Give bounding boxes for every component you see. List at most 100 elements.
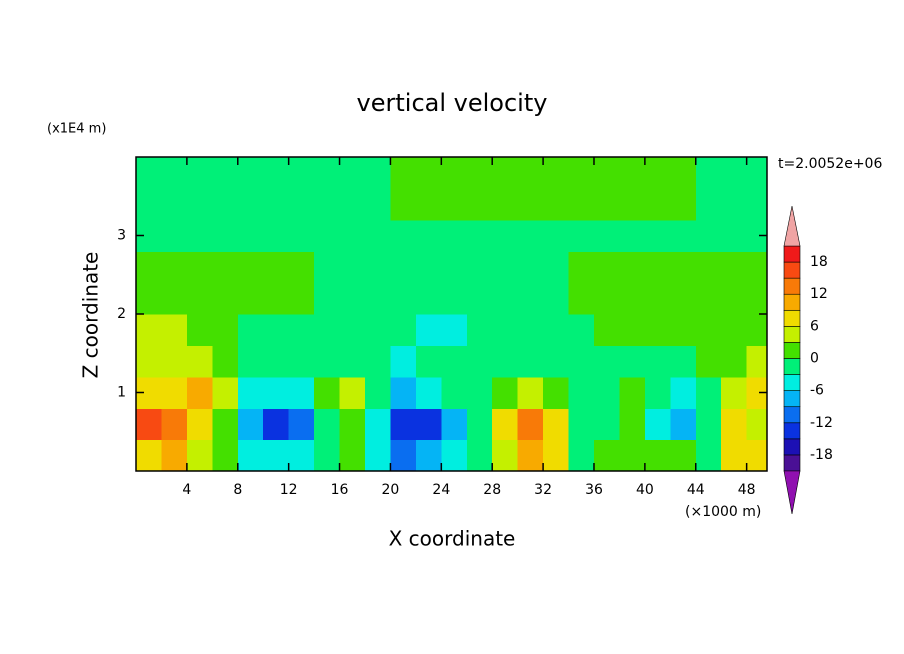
contour-cell — [237, 282, 264, 315]
contour-cell — [466, 282, 493, 315]
contour-cell — [136, 251, 163, 284]
contour-cell — [543, 376, 570, 409]
contour-cell — [390, 408, 417, 441]
contour-cell — [695, 188, 722, 221]
contour-cell — [186, 376, 213, 409]
contour-cell — [593, 376, 621, 409]
contour-cell — [339, 251, 366, 284]
contour-cell — [390, 188, 417, 221]
contour-cell — [186, 282, 213, 315]
contour-cell — [339, 439, 366, 471]
contour-cell — [543, 188, 570, 221]
contour-cell — [721, 282, 748, 315]
contour-cell — [466, 439, 493, 471]
contour-cell — [593, 188, 621, 221]
contour-cell — [390, 439, 417, 471]
contour-cell — [237, 157, 264, 189]
contour-cell — [415, 282, 442, 315]
contour-cell — [619, 314, 646, 346]
contour-cell — [263, 219, 290, 252]
contour-cell — [466, 219, 493, 252]
contour-cell — [466, 345, 493, 378]
contour-cell — [263, 439, 290, 471]
contour-cell — [517, 376, 544, 409]
contour-cell — [441, 408, 468, 441]
contour-cell — [237, 376, 264, 409]
contour-cell — [136, 314, 163, 346]
contour-cell — [695, 314, 722, 346]
annotation: t=2.0052e+06 — [778, 156, 882, 172]
contour-cell — [136, 345, 163, 378]
contour-cell — [288, 439, 315, 471]
contour-cell — [415, 376, 442, 409]
contour-cell — [136, 439, 163, 471]
contour-cell — [212, 345, 239, 378]
contour-cell — [670, 345, 697, 378]
contour-cell — [212, 376, 239, 409]
contour-cell — [441, 439, 468, 471]
colorbar-box — [783, 374, 801, 391]
contour-cell — [644, 376, 671, 409]
contour-cell — [746, 157, 767, 189]
contour-cell — [670, 282, 697, 315]
contour-cell — [161, 345, 188, 378]
contour-cell — [543, 408, 570, 441]
contour-cell — [390, 219, 417, 252]
contour-cell — [263, 345, 290, 378]
contour-cell — [492, 251, 519, 284]
contour-cell — [695, 376, 722, 409]
contour-cell — [212, 439, 239, 471]
contour-cell — [186, 345, 213, 378]
contour-cell — [161, 314, 188, 346]
contour-cell — [288, 219, 315, 252]
contour-cell — [721, 219, 748, 252]
contour-cell — [237, 439, 264, 471]
contour-cell — [517, 251, 544, 284]
contour-cell — [186, 439, 213, 471]
contour-cell — [390, 282, 417, 315]
contour-cell — [670, 251, 697, 284]
contour-cell — [390, 157, 417, 189]
contour-cell — [721, 345, 748, 378]
contour-cell — [517, 282, 544, 315]
x-tick-label: 32 — [534, 482, 552, 498]
contour-cell — [746, 408, 767, 441]
colorbar-box — [783, 261, 801, 279]
contour-cell — [466, 251, 493, 284]
x-tick-label: 8 — [233, 482, 242, 498]
contour-cell — [314, 345, 341, 378]
contour-cell — [364, 376, 392, 409]
colorbar-tick-label: 12 — [810, 286, 828, 302]
contour-cell — [415, 439, 442, 471]
contour-cell — [644, 282, 671, 315]
contour-cell — [644, 408, 671, 441]
contour-cell — [517, 188, 544, 221]
colorbar-box — [783, 438, 801, 456]
contour-cell — [568, 251, 595, 284]
contour-cell — [441, 219, 468, 252]
contour-cell — [543, 345, 570, 378]
contour-cell — [212, 282, 239, 315]
colorbar-box — [783, 454, 801, 472]
contour-cell — [670, 157, 697, 189]
contour-cell — [314, 282, 341, 315]
contour-cell — [186, 314, 213, 346]
colorbar-tick-label: -12 — [810, 415, 833, 431]
contour-cell — [263, 376, 290, 409]
contour-cell — [746, 439, 767, 471]
contour-cell — [390, 314, 417, 346]
contour-cell — [721, 439, 748, 471]
x-axis-label: X coordinate — [389, 527, 516, 551]
contour-cell — [695, 439, 722, 471]
contour-cell — [212, 157, 239, 189]
contour-cell — [644, 251, 671, 284]
contour-cell — [619, 157, 646, 189]
contour-cell — [263, 251, 290, 284]
contour-cell — [568, 408, 595, 441]
contour-cell — [644, 314, 671, 346]
contour-cell — [288, 188, 315, 221]
contour-cell — [593, 408, 621, 441]
contour-cell — [314, 157, 341, 189]
contour-cell — [568, 282, 595, 315]
contour-cell — [339, 188, 366, 221]
